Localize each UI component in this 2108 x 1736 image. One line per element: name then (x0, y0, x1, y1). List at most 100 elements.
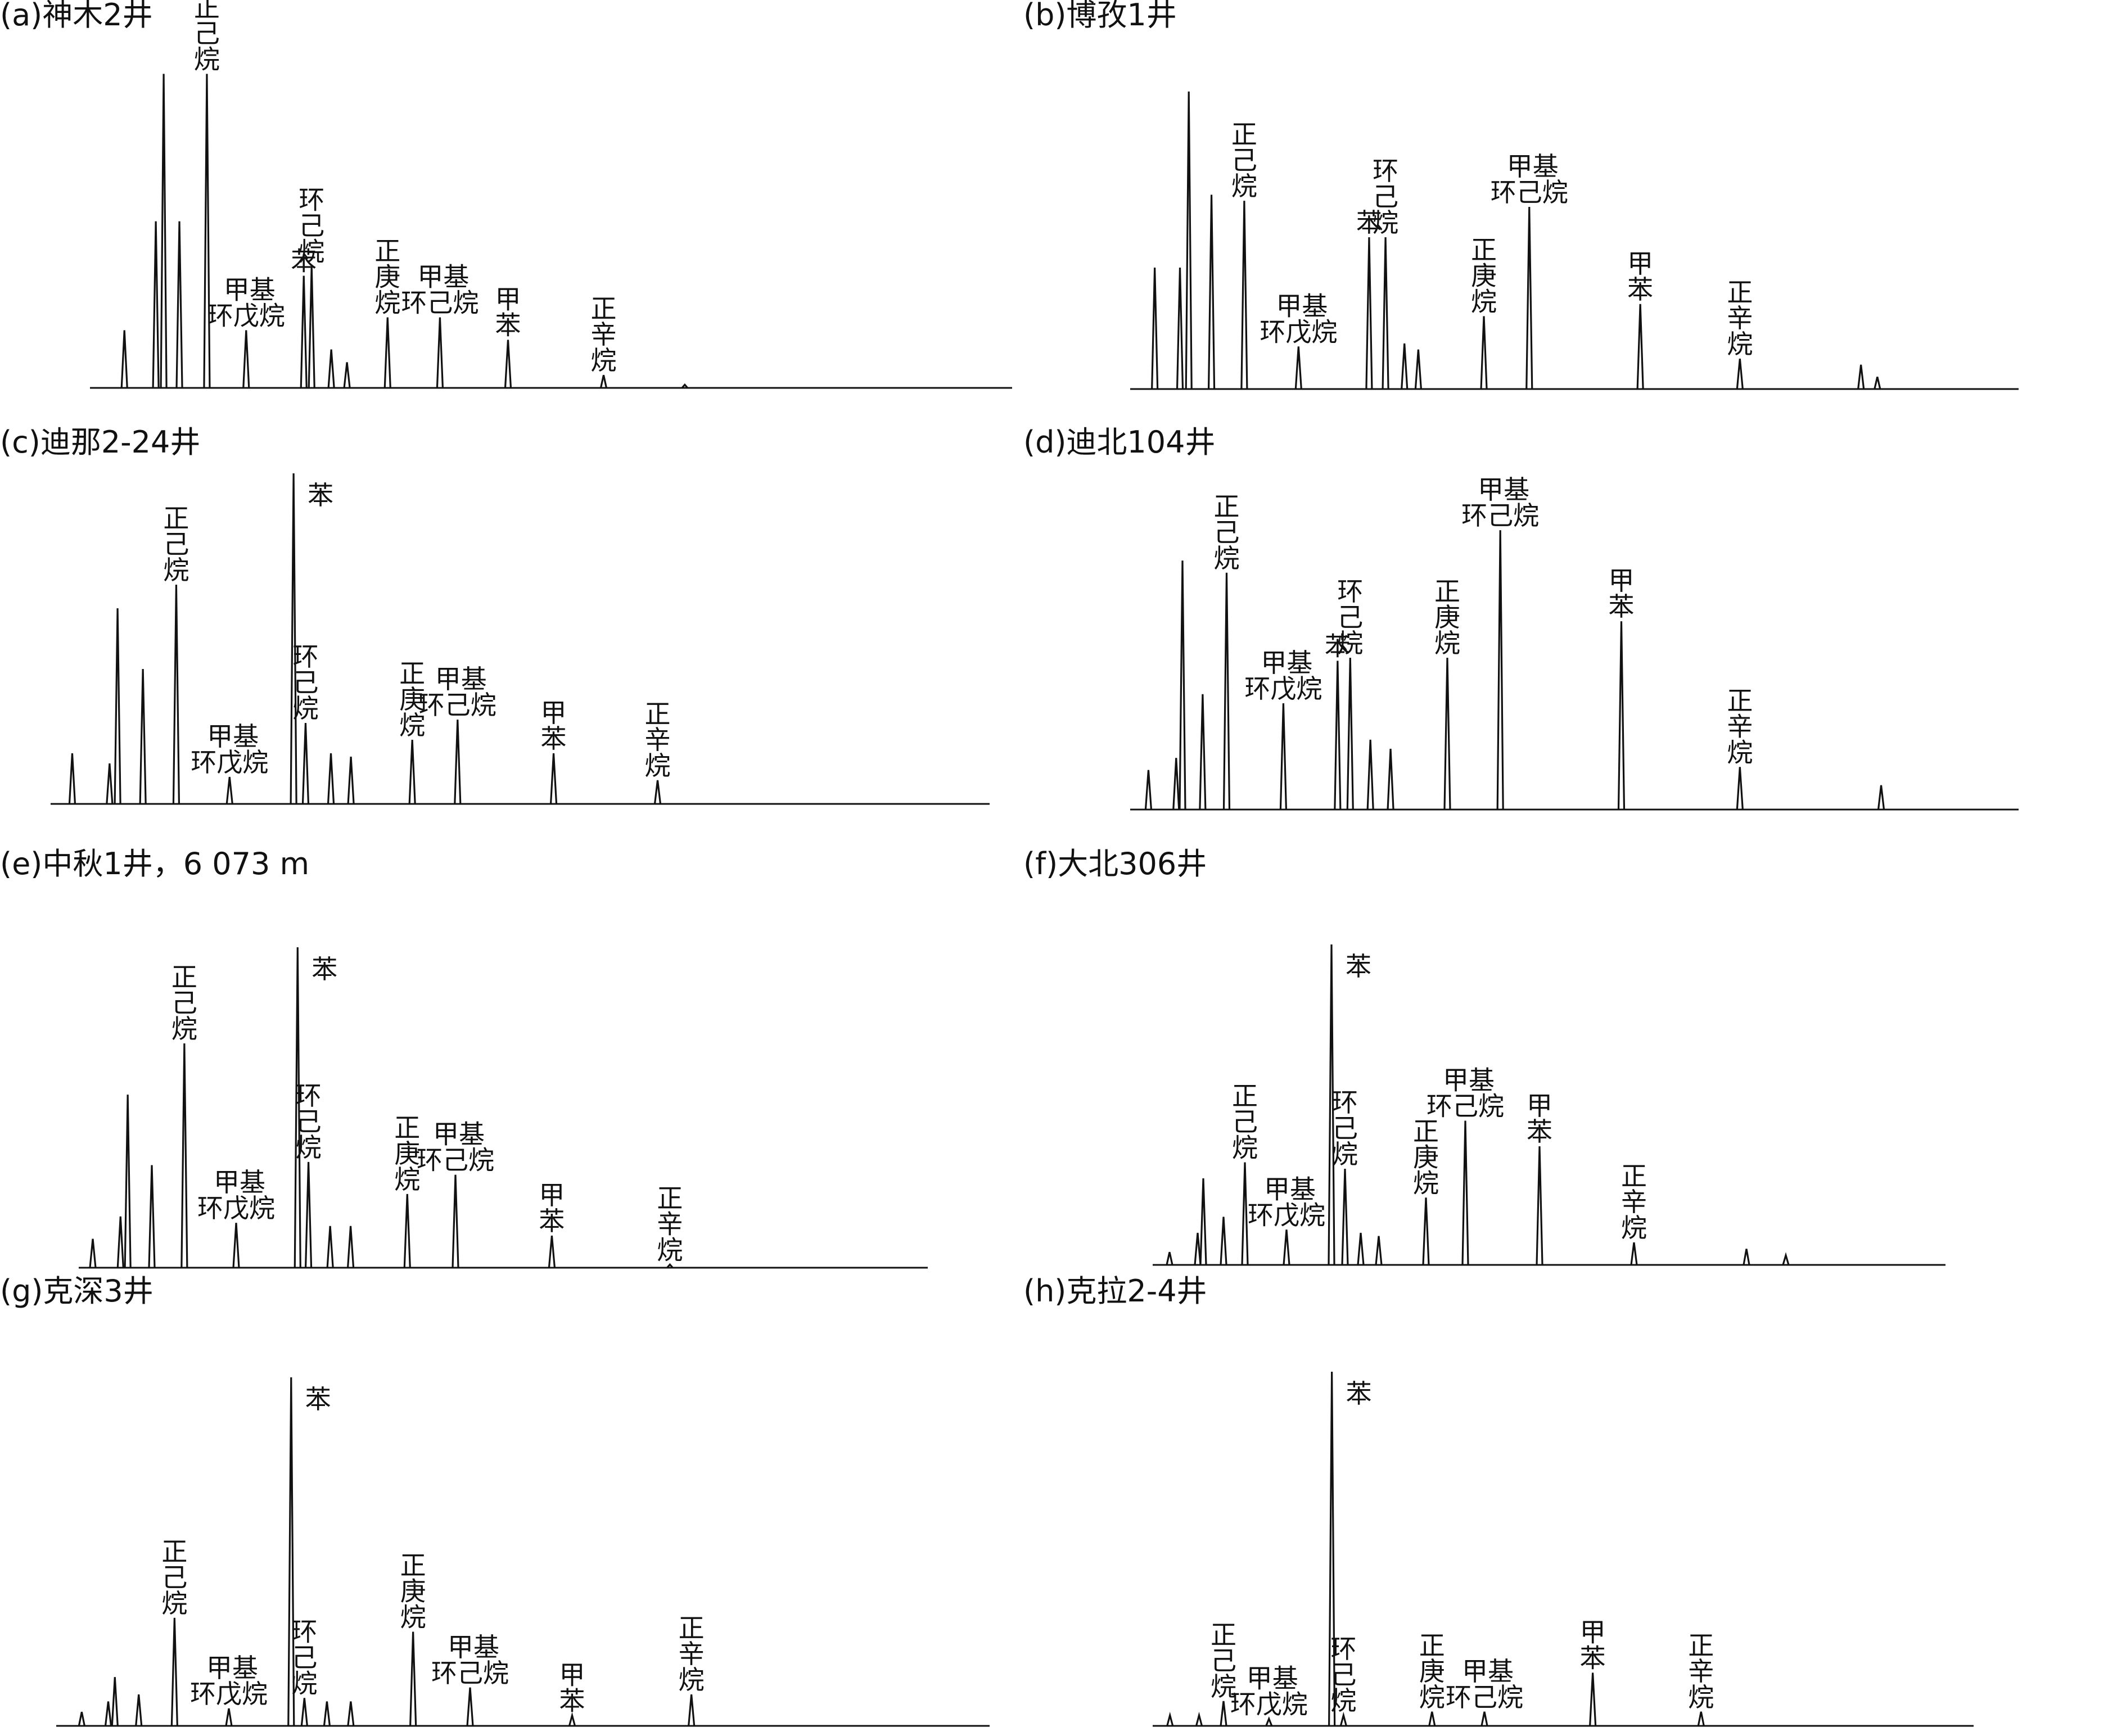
svg-text:甲: 甲 (539, 1180, 565, 1210)
svg-text:苯: 苯 (1325, 631, 1351, 661)
svg-text:烷: 烷 (1232, 1133, 1258, 1163)
panel-title: (c)迪那2-24井 (0, 424, 201, 460)
peak-label: 环己烷 (1373, 156, 1398, 238)
chromatogram-peak (327, 753, 335, 804)
peak-label: 正己烷 (194, 0, 220, 74)
svg-text:苯: 苯 (1527, 1116, 1552, 1147)
svg-text:甲基: 甲基 (1462, 1656, 1514, 1687)
chromatogram-peak (1195, 1711, 1203, 1726)
chromatogram-peak (116, 1216, 124, 1268)
chromatogram-panel: (a)神木2井正己烷甲基 环戊烷苯环己烷正庚烷甲基 环己烷甲苯正辛烷 (0, 0, 1018, 427)
chromatogram-plot: 正己烷甲基环戊烷苯环己烷正庚烷甲基环己烷甲苯正辛烷 (1153, 1371, 1974, 1727)
chromatogram-peak (1328, 944, 1335, 1265)
svg-text:正: 正 (1688, 1630, 1714, 1661)
chromatogram-peak (1366, 739, 1374, 810)
chromatogram-peak (681, 383, 689, 389)
svg-text:甲基: 甲基 (1261, 648, 1312, 678)
chromatogram-peak (1636, 304, 1644, 390)
chromatogram-peak (1241, 1162, 1249, 1265)
svg-text:己: 己 (1373, 182, 1398, 212)
chromatogram-peak (1480, 316, 1488, 390)
svg-text:苯: 苯 (559, 1685, 585, 1716)
svg-text:甲基: 甲基 (1478, 474, 1529, 505)
chromatogram-peak (1382, 237, 1389, 390)
svg-text:烷: 烷 (1213, 543, 1239, 573)
chromatogram-peak (1341, 1168, 1349, 1265)
svg-text:烷: 烷 (1373, 207, 1398, 238)
chromatogram-peak (1401, 343, 1409, 390)
svg-text:正: 正 (1727, 277, 1753, 308)
chromatogram-peak (1220, 1701, 1227, 1726)
peak-label: 正庚烷 (1471, 234, 1497, 317)
chromatogram-peak (436, 317, 444, 388)
chromatogram-peak (347, 1701, 355, 1726)
peak-label: 环己烷 (299, 184, 324, 266)
svg-text:正: 正 (590, 293, 616, 324)
svg-text:正: 正 (163, 503, 189, 534)
chromatogram-panel: (e)中秋1井，6 073 m 正己烷甲基 环戊烷苯环己烷正庚烷甲基 环己烷甲苯正辛烷 (0, 849, 1018, 1276)
peak-label: 正己烷 (1231, 119, 1257, 201)
svg-text:己: 己 (161, 1562, 187, 1593)
svg-text:烷: 烷 (1337, 628, 1363, 658)
svg-text:环: 环 (1373, 156, 1398, 186)
chromatogram-peak (454, 719, 462, 804)
svg-text:己: 己 (171, 988, 197, 1018)
peak-label: 正庚烷 (394, 1113, 420, 1195)
chromatogram-panel: (h)克拉2-4井正己烷甲基 环戊烷苯环己烷正庚烷甲基 环己烷甲苯正辛烷 (1023, 1276, 2041, 1727)
chromatogram-peak (452, 1174, 459, 1268)
svg-text:烷: 烷 (394, 1164, 420, 1195)
svg-text:己: 己 (299, 210, 324, 241)
chromatogram-peak (160, 74, 168, 388)
peak-label: 甲苯 (1627, 248, 1653, 305)
peak-label: 环己烷 (291, 1616, 317, 1698)
svg-text:庚: 庚 (394, 1138, 420, 1169)
svg-text:甲: 甲 (541, 698, 567, 728)
peak-label: 正己烷 (1232, 1081, 1258, 1163)
peak-label: 环己烷 (296, 1081, 322, 1163)
chromatogram-peak (1346, 657, 1354, 810)
chromatogram-peak (599, 374, 608, 388)
svg-text:己: 己 (296, 1106, 322, 1137)
svg-text:甲: 甲 (559, 1660, 585, 1690)
svg-text:甲基: 甲基 (435, 664, 487, 694)
chromatogram-peak (225, 776, 233, 804)
peak-label: 正己烷 (161, 1536, 187, 1619)
chromatogram-peak (170, 1617, 178, 1726)
svg-text:环戊烷: 环戊烷 (1248, 1200, 1325, 1230)
chromatogram-peak (549, 753, 558, 804)
peak-label: 正庚烷 (1413, 1116, 1439, 1198)
svg-text:己: 己 (1232, 1107, 1258, 1137)
peak-label: 正庚烷 (399, 658, 425, 740)
chromatogram-peak (409, 1631, 417, 1726)
chromatogram-peak (688, 1694, 696, 1726)
chromatogram-peak (1166, 1251, 1173, 1265)
chromatogram-peak (148, 1165, 156, 1268)
svg-text:烷: 烷 (679, 1665, 705, 1695)
svg-text:正: 正 (1213, 491, 1239, 522)
svg-text:烷: 烷 (291, 1668, 317, 1698)
svg-text:环戊烷: 环戊烷 (1230, 1689, 1308, 1719)
svg-text:烷: 烷 (1727, 737, 1753, 767)
peak-label: 正庚烷 (374, 236, 400, 318)
svg-text:烷: 烷 (1621, 1213, 1647, 1243)
chromatogram-peak (1414, 349, 1422, 390)
svg-text:辛: 辛 (657, 1209, 683, 1239)
peak-label: 环己烷 (292, 641, 318, 724)
chromatogram-peak (225, 1708, 233, 1726)
chromatogram-peak (1782, 1252, 1790, 1265)
chromatogram-peak (1461, 1120, 1469, 1265)
chromatogram-peak (1443, 657, 1451, 810)
svg-text:正: 正 (374, 236, 400, 266)
svg-text:正: 正 (1211, 1620, 1236, 1650)
peak-label: 甲苯 (1580, 1617, 1606, 1674)
peak-label: 苯 (305, 1384, 331, 1414)
chromatogram-peak (104, 1701, 112, 1726)
chromatogram-peak (1365, 237, 1373, 390)
chromatogram-peak (175, 221, 183, 388)
svg-text:环戊烷: 环戊烷 (190, 1679, 268, 1709)
svg-text:己: 己 (1332, 1113, 1358, 1143)
svg-text:环己烷: 环己烷 (401, 288, 479, 318)
panel-title: (g)克深3井 (0, 1273, 154, 1309)
peak-label: 甲苯 (539, 1180, 565, 1236)
